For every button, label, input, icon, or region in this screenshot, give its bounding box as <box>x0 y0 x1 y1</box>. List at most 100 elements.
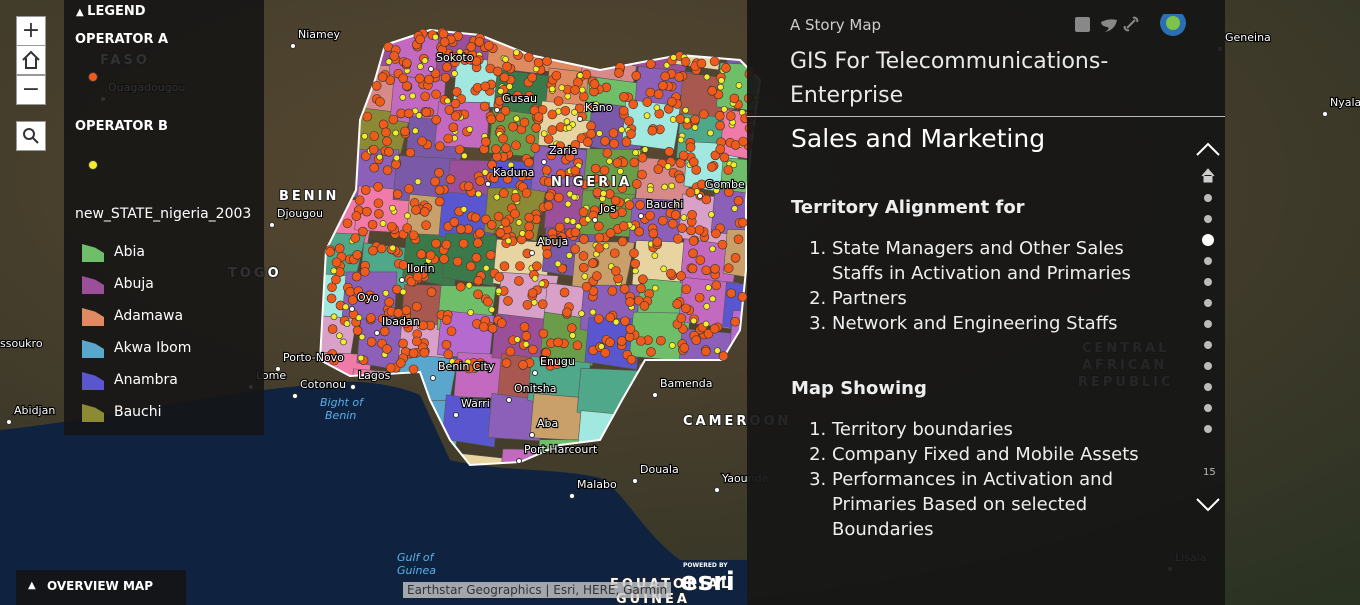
asset-point <box>497 87 504 95</box>
asset-point <box>388 114 399 125</box>
nav-down[interactable] <box>1196 498 1220 512</box>
asset-point <box>563 217 571 224</box>
asset-point <box>645 210 655 221</box>
asset-point <box>384 147 394 157</box>
zoom-in-button[interactable]: + <box>16 16 46 46</box>
asset-point <box>737 292 748 302</box>
asset-point <box>570 165 580 176</box>
asset-point <box>547 125 558 135</box>
esri-logo: POWERED BY esri <box>680 562 735 595</box>
asset-point <box>605 337 615 348</box>
asset-point <box>398 338 408 349</box>
asset-point <box>384 297 395 307</box>
asset-point <box>402 58 412 68</box>
asset-point <box>440 72 451 83</box>
legend-label: Adamawa <box>114 308 184 324</box>
asset-point <box>493 211 504 222</box>
asset-point <box>566 323 577 333</box>
asset-point <box>446 326 457 337</box>
asset-point <box>435 141 445 152</box>
asset-point <box>541 236 549 243</box>
legend-header[interactable]: ▲ LEGEND <box>76 4 146 19</box>
link-icon[interactable] <box>1123 16 1139 32</box>
asset-point <box>453 358 464 369</box>
asset-point <box>426 287 437 297</box>
asset-point <box>563 118 571 125</box>
asset-point <box>594 243 605 253</box>
asset-point <box>389 244 396 252</box>
legend-panel: ▲ LEGEND OPERATOR A OPERATOR B new_STATE… <box>64 0 264 435</box>
asset-point <box>582 137 593 147</box>
asset-point <box>430 68 441 79</box>
overview-map-button[interactable]: ▲ OVERVIEW MAP <box>16 570 186 605</box>
asset-point <box>421 57 429 64</box>
city-marker <box>638 213 644 219</box>
city-marker <box>652 392 658 398</box>
asset-point <box>636 336 646 346</box>
asset-point <box>638 274 648 284</box>
asset-point <box>345 286 355 297</box>
asset-point <box>570 140 581 150</box>
asset-point <box>431 115 442 125</box>
asset-point <box>492 66 503 77</box>
asset-point <box>658 215 668 226</box>
facebook-icon[interactable] <box>1075 17 1090 32</box>
asset-point <box>648 228 659 239</box>
legend-swatch <box>82 340 104 358</box>
asset-point <box>480 81 491 92</box>
asset-point <box>608 128 619 138</box>
place-label: Jos <box>599 202 616 215</box>
asset-point <box>709 245 716 253</box>
asset-point <box>510 208 520 219</box>
place-label: Cotonou <box>300 378 346 391</box>
asset-point <box>688 236 699 246</box>
place-label: Guinea <box>397 564 436 577</box>
city-marker <box>485 181 491 187</box>
asset-point <box>382 289 390 297</box>
asset-point <box>681 303 691 314</box>
list-item: State Managers and Other Sales Staffs in… <box>832 236 1172 286</box>
asset-point <box>499 188 509 199</box>
nav-up[interactable] <box>1196 142 1220 156</box>
asset-point <box>721 63 731 73</box>
story-title: GIS For Telecommunications-Enterprise <box>790 49 1109 108</box>
asset-point <box>518 360 528 370</box>
asset-point <box>612 158 623 168</box>
asset-point <box>412 127 419 135</box>
asset-point <box>696 179 707 190</box>
asset-point <box>443 133 454 144</box>
asset-point <box>398 73 408 84</box>
city-marker <box>1322 111 1328 117</box>
asset-point <box>609 138 619 149</box>
asset-point <box>688 248 698 259</box>
city-marker <box>532 370 538 376</box>
asset-point <box>408 348 419 358</box>
zoom-out-button[interactable]: − <box>16 75 46 105</box>
state-area <box>441 394 499 448</box>
asset-point <box>541 347 552 358</box>
asset-point <box>400 126 410 137</box>
asset-point <box>676 313 687 324</box>
asset-point <box>631 71 642 81</box>
asset-point <box>377 72 388 82</box>
nav-home[interactable] <box>1201 168 1215 183</box>
asset-point <box>350 233 361 243</box>
asset-point <box>660 265 667 273</box>
asset-point <box>524 221 534 232</box>
asset-point <box>419 207 430 217</box>
asset-point <box>425 250 436 261</box>
asset-point <box>491 144 501 154</box>
asset-point <box>352 250 363 260</box>
asset-point <box>674 72 685 82</box>
search-button[interactable] <box>16 121 46 151</box>
asset-point <box>533 112 544 122</box>
home-button[interactable] <box>16 45 46 75</box>
twitter-icon[interactable] <box>1101 19 1117 32</box>
asset-point <box>374 209 384 219</box>
asset-point <box>458 238 469 249</box>
nav-count: 15 <box>1203 467 1216 478</box>
asset-point <box>527 288 538 298</box>
asset-point <box>690 317 698 325</box>
asset-point <box>412 271 423 282</box>
asset-point <box>466 126 474 133</box>
